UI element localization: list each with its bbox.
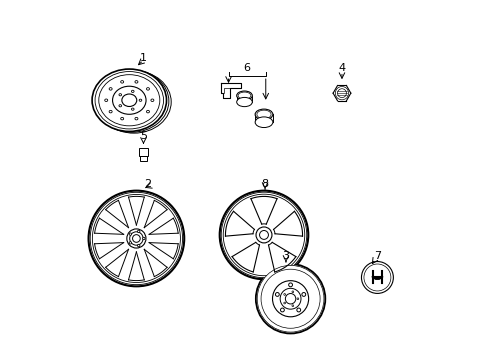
Ellipse shape	[337, 89, 346, 98]
Ellipse shape	[259, 230, 268, 239]
Ellipse shape	[121, 117, 123, 120]
Ellipse shape	[129, 232, 143, 245]
Ellipse shape	[272, 281, 308, 317]
Text: 2: 2	[144, 179, 151, 189]
Circle shape	[142, 237, 145, 240]
Ellipse shape	[261, 269, 320, 328]
Ellipse shape	[255, 117, 272, 127]
Ellipse shape	[122, 94, 137, 107]
Ellipse shape	[131, 108, 134, 110]
Ellipse shape	[109, 87, 112, 90]
Text: 1: 1	[140, 53, 147, 63]
Ellipse shape	[119, 94, 122, 96]
Circle shape	[129, 242, 131, 244]
Circle shape	[275, 293, 279, 296]
Ellipse shape	[94, 70, 168, 132]
Ellipse shape	[121, 81, 123, 83]
Ellipse shape	[257, 265, 323, 332]
Ellipse shape	[255, 109, 272, 120]
Text: 5: 5	[140, 131, 147, 141]
Ellipse shape	[104, 99, 107, 102]
Circle shape	[283, 302, 285, 304]
Circle shape	[280, 308, 284, 312]
Ellipse shape	[146, 87, 149, 90]
Ellipse shape	[255, 264, 325, 333]
Ellipse shape	[132, 235, 140, 242]
Ellipse shape	[99, 75, 160, 126]
Ellipse shape	[280, 288, 301, 309]
Ellipse shape	[335, 86, 348, 100]
Ellipse shape	[256, 227, 271, 243]
Ellipse shape	[238, 92, 250, 99]
Ellipse shape	[236, 98, 252, 107]
Ellipse shape	[92, 194, 180, 283]
Text: 4: 4	[338, 63, 345, 73]
Ellipse shape	[151, 99, 154, 102]
Circle shape	[291, 305, 293, 307]
Ellipse shape	[126, 229, 145, 248]
Text: 6: 6	[242, 63, 249, 73]
Ellipse shape	[219, 191, 307, 279]
Text: 8: 8	[261, 179, 268, 189]
Ellipse shape	[135, 117, 138, 120]
Ellipse shape	[131, 90, 134, 93]
Circle shape	[363, 264, 390, 291]
Ellipse shape	[90, 192, 182, 285]
Ellipse shape	[135, 81, 138, 83]
Ellipse shape	[256, 110, 270, 119]
Circle shape	[129, 233, 131, 235]
Ellipse shape	[95, 72, 163, 129]
Text: 3: 3	[282, 251, 289, 261]
FancyBboxPatch shape	[140, 156, 146, 161]
Ellipse shape	[97, 71, 171, 133]
Ellipse shape	[223, 194, 304, 276]
Ellipse shape	[285, 293, 295, 304]
Circle shape	[137, 230, 140, 233]
Ellipse shape	[236, 91, 252, 100]
Ellipse shape	[109, 111, 112, 113]
Ellipse shape	[146, 111, 149, 113]
Ellipse shape	[88, 191, 184, 286]
Text: 7: 7	[373, 251, 380, 261]
Ellipse shape	[92, 69, 166, 131]
Circle shape	[137, 244, 140, 247]
Ellipse shape	[112, 86, 146, 114]
Circle shape	[283, 294, 285, 295]
Circle shape	[288, 283, 292, 287]
Ellipse shape	[119, 105, 122, 107]
Ellipse shape	[139, 99, 142, 102]
Ellipse shape	[221, 192, 306, 278]
Circle shape	[296, 308, 300, 312]
Circle shape	[296, 298, 298, 300]
Circle shape	[291, 291, 293, 293]
Circle shape	[361, 261, 392, 293]
FancyBboxPatch shape	[138, 148, 148, 156]
Circle shape	[301, 293, 305, 296]
